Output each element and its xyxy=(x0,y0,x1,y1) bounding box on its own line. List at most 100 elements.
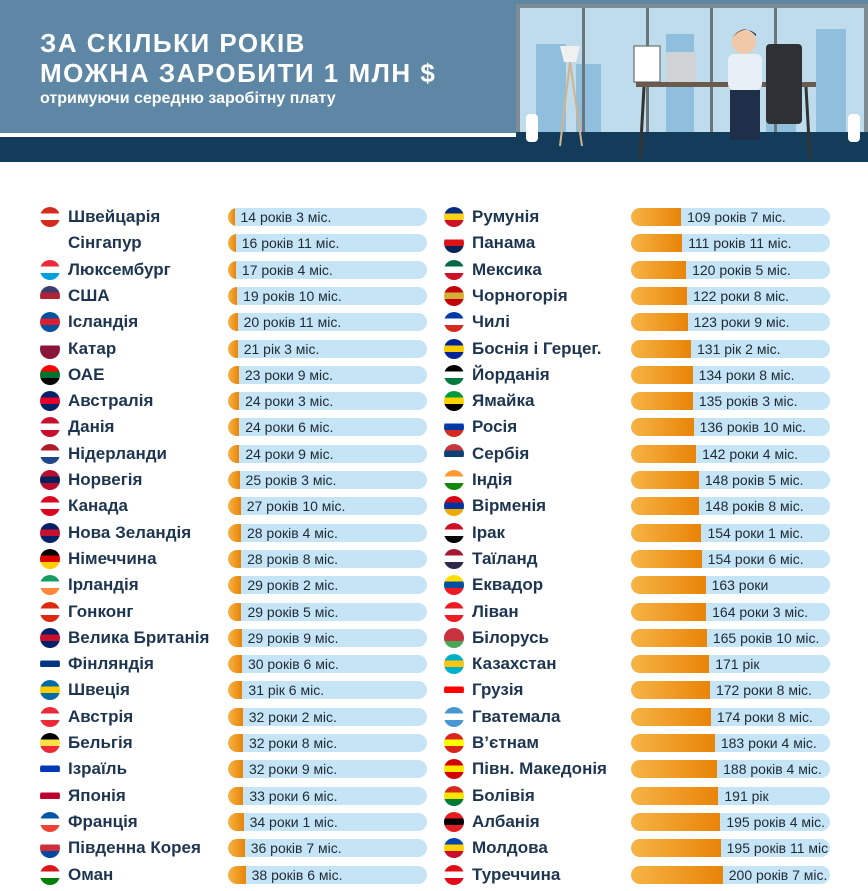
bar-row: ОАЕ 23 роки 9 міс. xyxy=(40,364,440,385)
value-label: 131 рік 2 міс. xyxy=(697,340,781,357)
bar-fill xyxy=(631,418,694,437)
bar-row: Японія 33 роки 6 міс. xyxy=(40,785,440,806)
flag-icon xyxy=(40,759,60,780)
bar-fill xyxy=(631,471,699,489)
bar-row: Нідерланди 24 роки 9 міс. xyxy=(40,443,440,464)
flag-icon xyxy=(444,785,464,806)
bar-row: Молдова 195 років 11 міс. xyxy=(444,838,844,859)
flag-icon xyxy=(40,733,60,753)
bar-row: Велика Британія 29 років 9 міс. xyxy=(40,627,440,648)
bar-fill xyxy=(228,392,240,411)
bar-track: 123 роки 9 міс. xyxy=(631,313,830,332)
bar-track: 195 років 4 міс. xyxy=(631,812,830,831)
bar-track: 29 років 2 міс. xyxy=(228,576,427,595)
bar-track: 33 роки 6 міс. xyxy=(228,786,427,805)
flag-icon xyxy=(40,207,60,227)
bar-fill xyxy=(631,865,723,884)
bar-fill xyxy=(228,576,242,595)
bar-row: Люксембург 17 років 4 міс. xyxy=(40,259,440,280)
bar-row: Ізраїль 32 роки 9 міс. xyxy=(40,759,440,780)
country-label: Німеччина xyxy=(68,548,157,568)
flag-icon xyxy=(444,601,464,622)
bar-track: 174 роки 8 міс. xyxy=(631,707,830,726)
bar-fill xyxy=(631,339,691,358)
flag-icon xyxy=(444,391,464,412)
value-label: 16 років 11 міс. xyxy=(241,235,340,252)
flag-icon xyxy=(444,285,464,306)
bar-track: 34 роки 1 міс. xyxy=(228,812,427,831)
bar-fill xyxy=(631,734,715,752)
value-label: 32 роки 9 міс. xyxy=(248,761,338,778)
country-label: Вірменія xyxy=(472,496,547,516)
country-label: Сінгапур xyxy=(68,233,142,253)
bar-track: 29 років 5 міс. xyxy=(228,602,427,621)
flag-icon xyxy=(444,654,464,675)
flag-icon xyxy=(40,706,60,727)
bar-track: 30 років 6 міс. xyxy=(228,655,427,674)
bar-fill xyxy=(228,812,244,831)
country-label: Чорногорія xyxy=(472,285,568,305)
bar-fill xyxy=(228,286,238,305)
bar-fill xyxy=(631,286,688,305)
bar-row: Канада 27 років 10 міс. xyxy=(40,496,440,517)
bar-row: Росія 136 років 10 міс. xyxy=(444,417,844,438)
country-label: Японія xyxy=(68,785,126,805)
value-label: 24 роки 3 міс. xyxy=(245,393,334,410)
value-label: 191 рік xyxy=(724,787,769,804)
flag-icon xyxy=(40,785,60,806)
bar-row: Сінгапур 16 років 11 міс. xyxy=(40,233,440,253)
flag-icon xyxy=(444,443,464,464)
flag-icon xyxy=(444,417,464,438)
bar-track: 16 років 11 міс. xyxy=(228,234,427,253)
bar-fill xyxy=(631,602,707,621)
bar-fill xyxy=(228,760,243,779)
value-label: 154 роки 6 міс. xyxy=(707,550,804,567)
bar-fill xyxy=(228,418,240,437)
bar-row: Сербія 142 роки 4 міс. xyxy=(444,443,844,464)
value-label: 27 років 10 міс. xyxy=(246,498,346,515)
bar-row: Австралія 24 роки 3 міс. xyxy=(40,391,440,412)
bar-row: Панама 111 років 11 міс. xyxy=(444,233,844,254)
bar-row: Гватемала 174 роки 8 міс. xyxy=(444,706,844,727)
bar-row: Норвегія 25 років 3 міс. xyxy=(40,470,440,490)
bar-row: Туреччина 200 років 7 міс. xyxy=(444,864,844,885)
flag-icon xyxy=(40,391,60,412)
value-label: 135 років 3 міс. xyxy=(698,393,798,410)
bar-track: 172 роки 8 міс. xyxy=(631,681,830,700)
bar-track: 109 років 7 міс. xyxy=(631,208,830,226)
value-label: 171 рік xyxy=(715,656,760,673)
bar-track: 24 роки 9 міс. xyxy=(228,444,427,463)
bar-track: 200 років 7 міс. xyxy=(631,865,830,884)
flag-icon xyxy=(444,470,464,490)
value-label: 36 років 7 міс. xyxy=(250,840,342,857)
country-label: Катар xyxy=(68,338,117,358)
bar-row: Еквадор 163 роки xyxy=(444,575,844,596)
bar-track: 134 роки 8 міс. xyxy=(631,365,830,384)
flag-icon xyxy=(40,364,60,385)
country-label: Ямайка xyxy=(472,391,535,411)
value-label: 14 років 3 міс. xyxy=(240,209,332,225)
country-label: Казахстан xyxy=(472,654,557,674)
country-label: Мексика xyxy=(472,259,542,279)
bar-fill xyxy=(228,734,243,752)
value-label: 109 років 7 міс. xyxy=(687,209,786,225)
bar-fill xyxy=(631,812,721,831)
bar-fill xyxy=(631,444,697,463)
country-label: Болівія xyxy=(472,785,535,805)
country-label: Австрія xyxy=(68,706,134,726)
value-label: 122 роки 8 міс. xyxy=(693,287,790,304)
country-label: Індія xyxy=(472,470,513,489)
country-label: Бельгія xyxy=(68,733,133,752)
bar-row: Оман 38 років 6 міс. xyxy=(40,864,440,885)
bar-fill xyxy=(228,260,236,279)
flag-icon xyxy=(444,548,464,569)
bar-row: Болівія 191 рік xyxy=(444,785,844,806)
bar-row: Франція 34 роки 1 міс. xyxy=(40,811,440,832)
flag-icon xyxy=(444,838,464,859)
country-label: Ісландія xyxy=(68,312,139,332)
bar-row: Швеція 31 рік 6 міс. xyxy=(40,680,440,701)
flag-icon xyxy=(40,864,60,885)
bar-track: 28 років 4 міс. xyxy=(228,523,427,542)
bar-fill xyxy=(228,628,242,647)
bar-fill xyxy=(631,839,721,858)
